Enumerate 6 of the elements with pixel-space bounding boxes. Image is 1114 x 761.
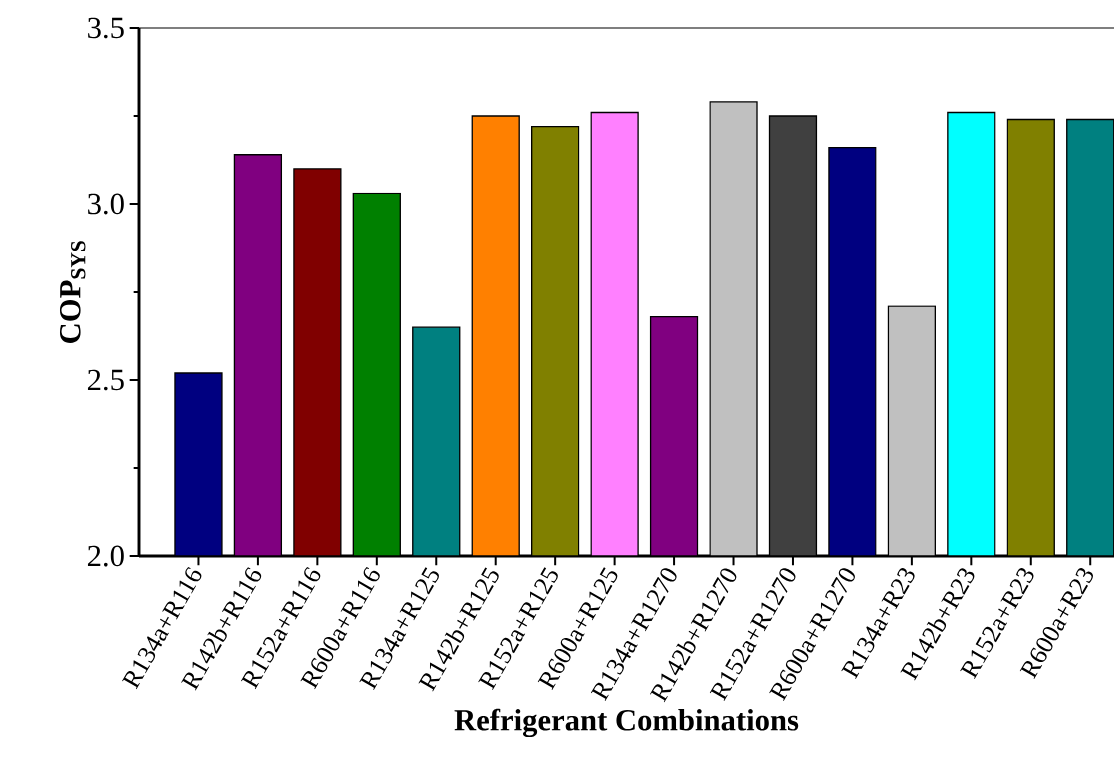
x-axis-title: Refrigerant Combinations [454,708,799,738]
y-tick-label: 2.5 [87,369,124,391]
y-tick-label: 2.0 [87,545,124,567]
y-tick-label: 3.5 [88,17,124,39]
text: COP$_{SYS}$ [59,241,86,343]
y-tick-label: 3.0 [88,193,124,215]
